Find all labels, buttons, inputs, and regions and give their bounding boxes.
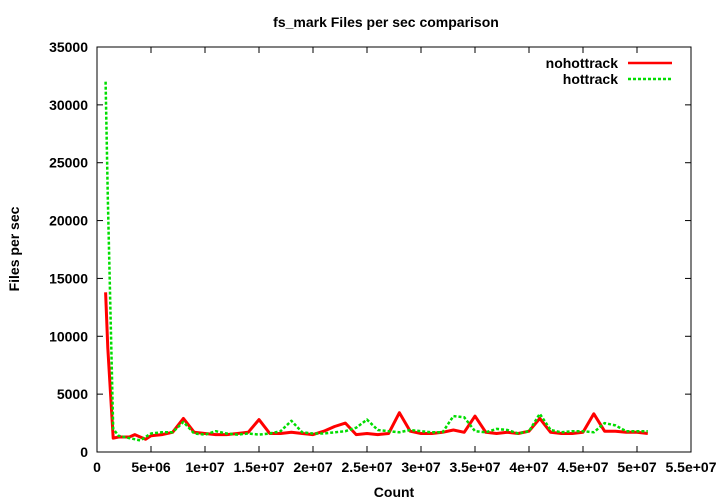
x-tick-label: 2.5e+07 <box>342 459 393 475</box>
legend: nohottrack hottrack <box>546 55 672 87</box>
plot-border <box>96 46 692 453</box>
y-tick-label: 35000 <box>49 39 88 55</box>
series-line-hottrack <box>104 81 648 442</box>
x-tick-label: 0 <box>93 459 101 475</box>
x-tick-label: 5e+07 <box>617 459 657 475</box>
x-tick-label: 1.5e+07 <box>234 459 285 475</box>
x-axis-title: Count <box>374 484 415 500</box>
y-tick-label: 30000 <box>49 97 88 113</box>
y-tick-label: 5000 <box>57 386 88 402</box>
y-tick-label: 0 <box>80 444 88 460</box>
x-tick-label: 4e+07 <box>509 459 549 475</box>
x-tick-label: 4.5e+07 <box>558 459 609 475</box>
y-tick-label: 20000 <box>49 213 88 229</box>
series-line-nohottrack <box>104 292 648 441</box>
x-tick-label: 3.5e+07 <box>450 459 501 475</box>
legend-label-nohottrack: nohottrack <box>546 55 619 71</box>
legend-label-hottrack: hottrack <box>563 71 618 87</box>
series-layer <box>104 81 648 442</box>
y-tick-label: 10000 <box>49 328 88 344</box>
y-ticks: 0 5000 10000 15000 20000 25000 30000 35000 <box>49 39 691 460</box>
x-tick-label: 5.5e+07 <box>666 459 717 475</box>
y-tick-label: 25000 <box>49 155 88 171</box>
y-tick-label: 15000 <box>49 270 88 286</box>
y-axis-title: Files per sec <box>6 206 22 291</box>
x-tick-label: 1e+07 <box>185 459 225 475</box>
x-tick-label: 3e+07 <box>401 459 441 475</box>
x-tick-label: 2e+07 <box>293 459 333 475</box>
x-ticks: 0 5e+06 1e+07 1.5e+07 2e+07 2.5e+07 3e+07 3.5e+… <box>93 47 717 475</box>
chart-title: fs_mark Files per sec comparison <box>273 14 499 30</box>
x-tick-label: 5e+06 <box>131 459 171 475</box>
